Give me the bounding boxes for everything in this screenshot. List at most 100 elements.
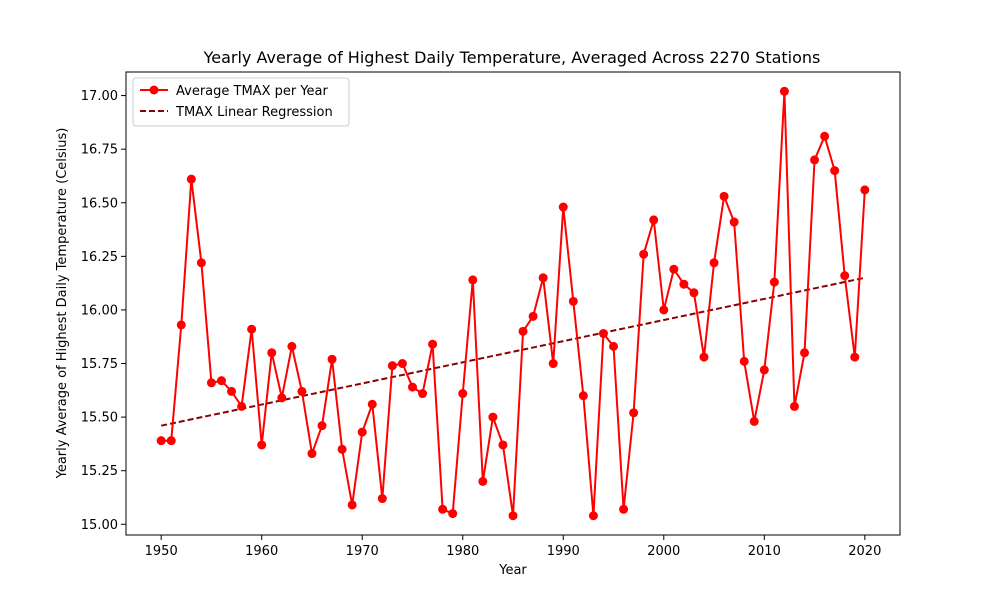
data-point xyxy=(397,359,407,369)
data-point xyxy=(458,389,468,399)
data-point xyxy=(619,504,629,514)
data-point xyxy=(578,391,588,401)
data-point xyxy=(216,376,226,386)
data-point xyxy=(719,191,729,201)
data-point xyxy=(800,348,810,358)
data-point xyxy=(237,401,247,411)
data-point xyxy=(196,258,206,268)
data-point xyxy=(840,271,850,281)
data-point xyxy=(508,511,518,521)
data-point xyxy=(498,440,508,450)
data-point xyxy=(850,352,860,362)
data-point xyxy=(176,320,186,330)
data-point xyxy=(297,386,307,396)
data-point xyxy=(186,174,196,184)
data-point xyxy=(166,436,176,446)
legend-box xyxy=(132,77,350,127)
y-axis-label: Yearly Average of Highest Daily Temperat… xyxy=(55,128,70,480)
data-point xyxy=(428,339,438,349)
data-point xyxy=(629,408,639,418)
data-point xyxy=(528,311,538,321)
y-tick-label: 17.00 xyxy=(81,89,118,104)
y-tick-label: 16.25 xyxy=(81,250,118,265)
y-tick-label: 15.25 xyxy=(81,464,118,479)
x-tick-label: 2020 xyxy=(848,544,881,559)
x-tick-label: 1960 xyxy=(245,544,278,559)
data-point xyxy=(377,494,387,504)
data-point xyxy=(749,416,759,426)
data-point xyxy=(729,217,739,227)
legend-label-tmax: Average TMAX per Year xyxy=(176,84,329,99)
series-line-regression xyxy=(160,276,866,427)
data-point xyxy=(649,215,659,225)
data-point xyxy=(387,361,397,371)
x-tick-label: 2010 xyxy=(748,544,781,559)
data-point xyxy=(598,329,608,339)
data-point xyxy=(860,185,870,195)
data-point xyxy=(438,504,448,514)
data-point xyxy=(548,359,558,369)
legend: Average TMAX per Year TMAX Linear Regress… xyxy=(132,77,350,127)
data-point xyxy=(709,258,719,268)
data-point xyxy=(568,296,578,306)
data-point xyxy=(257,440,267,450)
y-tick-label: 15.75 xyxy=(81,357,118,372)
data-point xyxy=(538,273,548,283)
data-point xyxy=(689,288,699,298)
data-point xyxy=(407,382,417,392)
data-point xyxy=(810,155,820,165)
data-point xyxy=(227,386,237,396)
data-point xyxy=(418,389,428,399)
x-tick-label: 1950 xyxy=(145,544,178,559)
data-point xyxy=(337,444,347,454)
y-axis: 15.00 15.25 15.50 15.75 16.00 16.25 16.50 16.75… xyxy=(81,89,126,533)
data-point xyxy=(699,352,709,362)
data-point xyxy=(609,341,619,351)
data-point xyxy=(327,354,337,364)
data-point xyxy=(347,500,357,510)
data-point xyxy=(639,249,649,259)
chart-title: Yearly Average of Highest Daily Temperat… xyxy=(203,48,821,67)
data-point xyxy=(679,279,689,289)
data-point xyxy=(789,401,799,411)
data-point xyxy=(588,511,598,521)
data-point xyxy=(448,509,458,519)
x-tick-label: 1990 xyxy=(547,544,580,559)
data-point xyxy=(367,399,377,409)
data-point xyxy=(820,131,830,141)
data-point xyxy=(659,305,669,315)
data-point xyxy=(830,166,840,176)
data-point xyxy=(156,436,166,446)
data-point xyxy=(669,264,679,274)
x-tick-label: 1980 xyxy=(446,544,479,559)
data-point xyxy=(488,412,498,422)
data-point xyxy=(769,277,779,287)
y-tick-label: 15.50 xyxy=(81,411,118,426)
data-point xyxy=(759,365,769,375)
data-point xyxy=(317,421,327,431)
y-tick-label: 15.00 xyxy=(81,518,118,533)
x-tick-label: 1970 xyxy=(346,544,379,559)
legend-label-regression: TMAX Linear Regression xyxy=(175,105,333,120)
data-point xyxy=(779,86,789,96)
data-point xyxy=(206,378,216,388)
data-point xyxy=(558,202,568,212)
plot-area xyxy=(156,86,870,521)
data-point xyxy=(307,449,317,459)
x-axis: 1950 1960 1970 1980 1990 2000 2010 2020 xyxy=(145,535,881,559)
y-tick-label: 16.50 xyxy=(81,196,118,211)
data-point xyxy=(478,476,488,486)
data-point xyxy=(247,324,257,334)
data-point xyxy=(518,326,528,336)
data-point xyxy=(287,341,297,351)
legend-marker-tmax xyxy=(149,85,159,95)
y-tick-label: 16.75 xyxy=(81,143,118,158)
y-tick-label: 16.00 xyxy=(81,303,118,318)
series-line-tmax xyxy=(161,90,866,517)
x-axis-label: Year xyxy=(498,563,527,578)
data-point xyxy=(468,275,478,285)
data-point xyxy=(357,427,367,437)
plot-frame xyxy=(125,71,901,536)
data-point xyxy=(277,393,287,403)
